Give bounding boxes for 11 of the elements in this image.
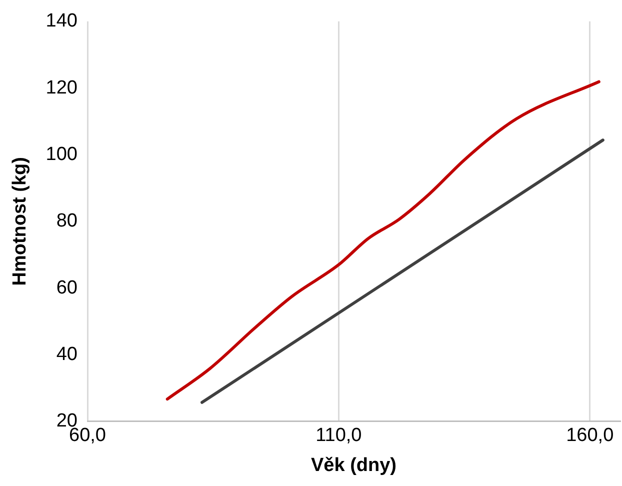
y-tick-label: 40 [56, 344, 78, 365]
x-axis-title: Věk (dny) [310, 454, 397, 476]
y-axis-title: Hmotnost (kg) [10, 157, 31, 286]
y-tick-label: 80 [56, 210, 78, 232]
y-tick-label: 60 [56, 277, 78, 298]
x-tick-label: 110,0 [316, 425, 362, 446]
x-tick-label: 160,0 [566, 425, 614, 446]
y-tick-label: 140 [46, 10, 78, 32]
y-tick-label: 120 [46, 77, 78, 98]
line-series [166, 80, 600, 401]
y-tick-label: 100 [46, 144, 78, 165]
